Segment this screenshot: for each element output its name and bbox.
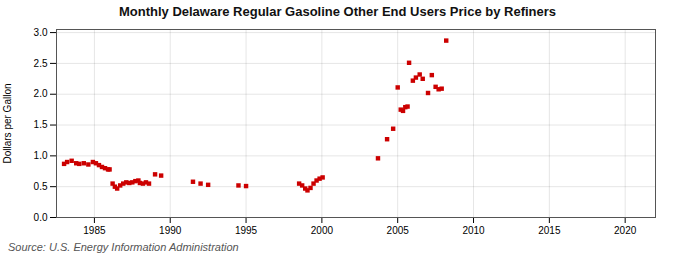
- svg-text:3.0: 3.0: [34, 27, 48, 38]
- svg-text:Dollars per Gallon: Dollars per Gallon: [2, 83, 13, 163]
- svg-text:2000: 2000: [311, 225, 334, 236]
- html-text:Source: U.S. Energy Informatio: Source: U.S. Energy Information Administ…: [8, 241, 239, 253]
- svg-text:1995: 1995: [235, 225, 258, 236]
- svg-text:1985: 1985: [83, 225, 106, 236]
- svg-text:2020: 2020: [614, 225, 637, 236]
- svg-text:2015: 2015: [538, 225, 561, 236]
- svg-text:2005: 2005: [387, 225, 410, 236]
- svg-text:1.0: 1.0: [34, 150, 48, 161]
- svg-text:0.5: 0.5: [34, 181, 48, 192]
- svg-text:1990: 1990: [159, 225, 182, 236]
- svg-text:1.5: 1.5: [34, 119, 48, 130]
- svg-text:2.0: 2.0: [34, 88, 48, 99]
- svg-text:0.0: 0.0: [34, 212, 48, 223]
- svg-text:2.5: 2.5: [34, 58, 48, 69]
- svg-text:2010: 2010: [462, 225, 485, 236]
- html-text:Monthly Delaware Regular Gasol: Monthly Delaware Regular Gasoline Other …: [119, 4, 556, 19]
